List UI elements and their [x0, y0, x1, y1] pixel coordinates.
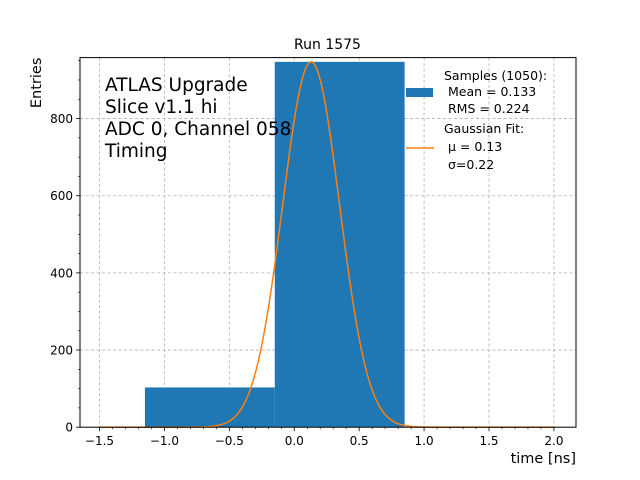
y-axis-label: Entries — [29, 58, 45, 109]
annotation-block: ATLAS Upgrade Slice v1.1 hi ADC 0, Chann… — [104, 75, 291, 162]
annotation-line-1: ATLAS Upgrade — [105, 75, 248, 96]
histogram-bar — [274, 61, 405, 428]
histogram-bar — [144, 387, 275, 428]
x-tick-label: −1.0 — [150, 434, 179, 448]
y-tick-label: 400 — [50, 266, 73, 280]
chart-title: Run 1575 — [294, 37, 361, 53]
x-axis-label: time [ns] — [511, 451, 576, 467]
y-tick-label: 0 — [65, 421, 73, 435]
annotation-line-3: ADC 0, Channel 058 — [105, 119, 291, 140]
x-tick-label: 0.5 — [350, 434, 369, 448]
x-axis-ticks: −1.5 −1.0 −0.5 0.0 0.5 1.0 1.5 2.0 — [85, 427, 563, 448]
legend-fit-line-2: μ = 0.13 — [444, 139, 502, 154]
y-axis-ticks: 0 200 400 600 800 — [50, 60, 80, 435]
legend-fit-line-1: Gaussian Fit: — [444, 121, 524, 136]
legend-histogram-line-2: Mean = 0.133 — [444, 84, 536, 99]
histogram-bars — [144, 61, 405, 428]
x-tick-label: 1.5 — [479, 434, 498, 448]
annotation-line-4: Timing — [104, 141, 168, 162]
x-tick-label: 1.0 — [415, 434, 434, 448]
annotation-line-2: Slice v1.1 hi — [105, 97, 218, 118]
y-tick-label: 600 — [50, 189, 73, 203]
legend-fit-line-3: σ=0.22 — [444, 157, 494, 172]
y-tick-label: 800 — [50, 112, 73, 126]
x-tick-label: 2.0 — [544, 434, 563, 448]
x-tick-label: −1.5 — [85, 434, 114, 448]
legend-histogram-swatch — [406, 88, 433, 97]
legend-histogram-line-3: RMS = 0.224 — [444, 101, 530, 116]
x-tick-label: −0.5 — [215, 434, 244, 448]
legend: Samples (1050): Mean = 0.133 RMS = 0.224… — [406, 68, 547, 172]
y-tick-label: 200 — [50, 344, 73, 358]
legend-histogram-line-1: Samples (1050): — [444, 68, 547, 83]
plot-frame — [79, 57, 577, 428]
x-tick-label: 0.0 — [285, 434, 304, 448]
